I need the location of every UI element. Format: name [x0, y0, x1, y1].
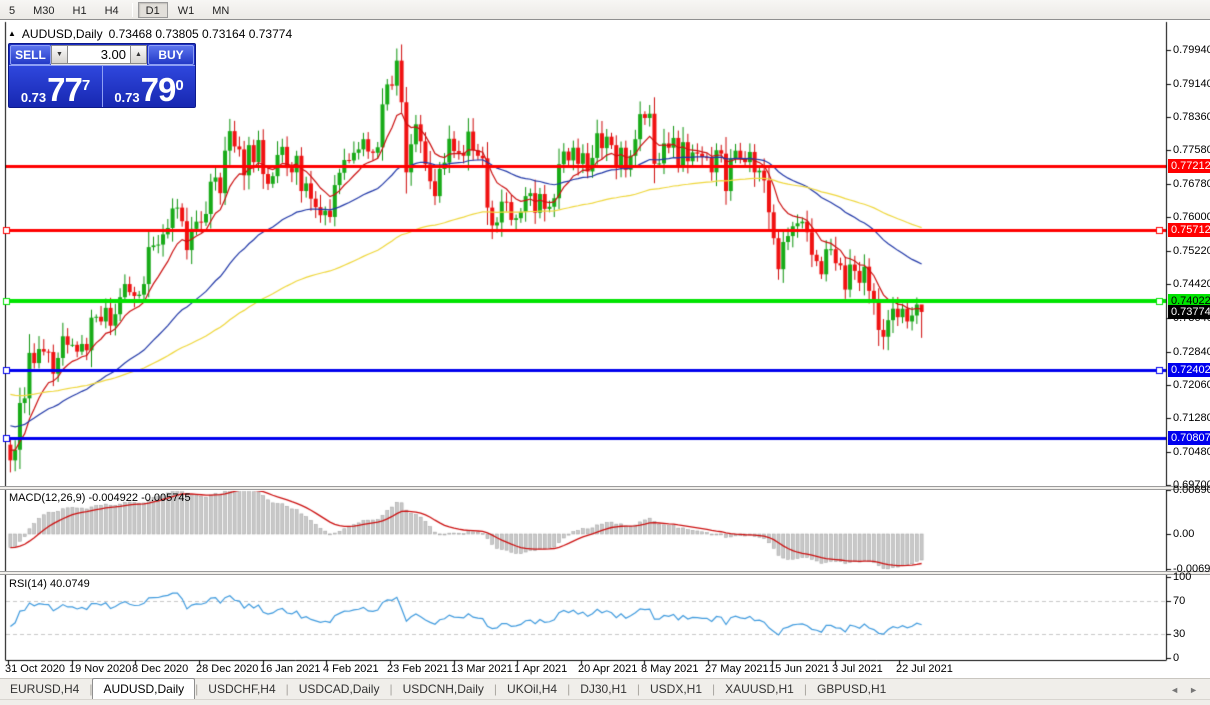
- buy-button[interactable]: BUY: [148, 45, 194, 65]
- macd-tick-label: -0.006977: [1173, 563, 1210, 575]
- price-marker-0.70807: 0.70807: [1168, 431, 1210, 445]
- date-tick-label: 1 Apr 2021: [514, 663, 568, 675]
- tab-ukoil-h4[interactable]: UKOil,H4: [507, 682, 558, 696]
- date-tick-label: 8 May 2021: [641, 663, 699, 675]
- toolbar-separator: [131, 2, 133, 17]
- tab-dj30-h1[interactable]: DJ30,H1: [580, 682, 627, 696]
- tab-usdx-h1[interactable]: USDX,H1: [650, 682, 703, 696]
- timeframe-button-mn[interactable]: MN: [212, 4, 230, 17]
- price-tick-label: 0.72060: [1173, 379, 1210, 391]
- pane-splitter-macd[interactable]: [0, 486, 1210, 490]
- sell-price-big: 77: [47, 71, 83, 108]
- date-tick-label: 19 Nov 2020: [69, 663, 132, 675]
- date-tick-label: 8 Dec 2020: [132, 663, 189, 675]
- price-tick-label: 0.79140: [1173, 78, 1210, 90]
- chart-symbol-period: AUDUSD,Daily: [21, 27, 103, 41]
- buy-price-sup: 0: [175, 77, 184, 94]
- tab-gbpusd-h1[interactable]: GBPUSD,H1: [816, 682, 887, 696]
- price-marker-0.73774: 0.73774: [1168, 305, 1210, 319]
- tab-separator: |: [712, 682, 716, 696]
- macd-tick-label: 0.008903: [1173, 484, 1210, 496]
- date-tick-label: 4 Feb 2021: [323, 663, 379, 675]
- date-tick-label: 3 Jul 2021: [832, 663, 883, 675]
- tab-separator: |: [567, 682, 571, 696]
- timeframe-button-d1[interactable]: D1: [137, 1, 168, 18]
- price-tick-label: 0.79940: [1173, 44, 1210, 56]
- date-tick-label: 31 Oct 2020: [5, 663, 65, 675]
- price-tick-label: 0.74420: [1173, 278, 1210, 290]
- price-marker-0.77212: 0.77212: [1168, 159, 1210, 173]
- tab-separator: |: [89, 682, 93, 696]
- chart-ohlc-values: 0.73468 0.73805 0.73164 0.73774: [108, 27, 293, 41]
- date-tick-label: 27 May 2021: [705, 663, 769, 675]
- macd-tick-label: 0.00: [1173, 528, 1195, 540]
- sell-price-sup: 7: [81, 77, 91, 94]
- buy-price-big: 79: [140, 71, 177, 108]
- timeframe-button-5[interactable]: 5: [9, 4, 16, 17]
- timeframe-button-m30[interactable]: M30: [33, 4, 55, 17]
- pane-splitter-rsi[interactable]: [0, 571, 1210, 575]
- date-tick-label: 13 Mar 2021: [451, 663, 513, 675]
- symbol-tab-bar: EURUSD,H4 | AUDUSD,Daily | USDCHF,H4 | USDCAD,…: [0, 678, 1210, 699]
- one-click-trade-widget: SELL ▼ ▲ BUY 0.73 77 7 0.73 79 0: [8, 43, 196, 108]
- rsi-tick-label: 0: [1173, 652, 1180, 664]
- date-tick-label: 16 Jan 2021: [260, 663, 321, 675]
- tab-scroll-left-icon[interactable]: ◄: [1170, 685, 1180, 695]
- sell-button[interactable]: SELL: [10, 45, 51, 65]
- price-marker-0.74022: 0.74022: [1168, 294, 1210, 308]
- tab-separator: |: [493, 682, 498, 696]
- tab-xauusd-h1[interactable]: XAUUSD,H1: [725, 682, 794, 696]
- price-tick-label: 0.72840: [1173, 346, 1210, 358]
- sell-price[interactable]: 0.73 77 7: [9, 66, 102, 108]
- timeframe-toolbar: 5 M30 H1 H4 D1 W1 MN: [0, 0, 1210, 20]
- volume-increase-button[interactable]: ▲: [130, 45, 147, 64]
- date-tick-label: 28 Dec 2020: [196, 663, 259, 675]
- price-tick-label: 0.69700: [1173, 479, 1210, 491]
- date-tick-label: 23 Feb 2021: [387, 663, 449, 675]
- tab-separator: |: [195, 682, 199, 696]
- date-tick-label: 15 Jun 2021: [769, 663, 830, 675]
- rsi-tick-label: 70: [1173, 595, 1186, 607]
- macd-label: MACD(12,26,9) -0.004922 -0.005745: [9, 492, 191, 504]
- status-strip: [0, 699, 1210, 705]
- volume-input[interactable]: [68, 45, 130, 64]
- date-tick-label: 22 Jul 2021: [896, 663, 953, 675]
- price-tick-label: 0.75220: [1173, 245, 1210, 257]
- date-tick-label: 20 Apr 2021: [578, 663, 638, 675]
- volume-stepper: ▼ ▲: [51, 45, 147, 65]
- sell-price-prefix: 0.73: [20, 90, 47, 105]
- tab-usdcnh-daily[interactable]: USDCNH,Daily: [402, 682, 484, 696]
- price-tick-label: 0.76780: [1173, 178, 1210, 190]
- tab-separator: |: [636, 682, 640, 696]
- price-tick-label: 0.76000: [1173, 211, 1210, 223]
- price-tick-label: 0.78360: [1173, 111, 1210, 123]
- price-tick-label: 0.71280: [1173, 412, 1210, 424]
- timeframe-button-w1[interactable]: W1: [177, 4, 195, 17]
- rsi-label: RSI(14) 40.0749: [9, 578, 90, 590]
- rsi-tick-label: 30: [1173, 628, 1186, 640]
- price-tick-label: 0.70480: [1173, 446, 1210, 458]
- tab-scroll-right-icon[interactable]: ►: [1189, 685, 1198, 695]
- tab-usdcad-daily[interactable]: USDCAD,Daily: [298, 682, 380, 696]
- buy-price-prefix: 0.73: [114, 90, 140, 105]
- collapse-triangle-icon[interactable]: ▲: [8, 28, 16, 38]
- volume-decrease-button[interactable]: ▼: [51, 45, 68, 64]
- buy-price[interactable]: 0.73 79 0: [102, 66, 195, 108]
- tab-separator: |: [285, 682, 289, 696]
- timeframe-button-h4[interactable]: H4: [104, 4, 119, 17]
- chart-title: ▲ AUDUSD,Daily 0.73468 0.73805 0.73164 0…: [8, 27, 292, 41]
- chart-area: ▲ AUDUSD,Daily 0.73468 0.73805 0.73164 0…: [0, 21, 1210, 678]
- chart-canvas[interactable]: [0, 21, 1210, 678]
- tab-separator: |: [389, 682, 393, 696]
- tab-usdchf-h4[interactable]: USDCHF,H4: [208, 682, 276, 696]
- price-marker-0.72402: 0.72402: [1168, 363, 1210, 377]
- tab-eurusd-h4[interactable]: EURUSD,H4: [10, 682, 80, 696]
- timeframe-button-h1[interactable]: H1: [72, 4, 87, 17]
- price-tick-label: 0.77580: [1173, 144, 1210, 156]
- tab-audusd-daily[interactable]: AUDUSD,Daily: [92, 678, 196, 699]
- tab-separator: |: [803, 682, 807, 696]
- rsi-tick-label: 100: [1173, 571, 1192, 583]
- price-marker-0.75712: 0.75712: [1168, 223, 1210, 237]
